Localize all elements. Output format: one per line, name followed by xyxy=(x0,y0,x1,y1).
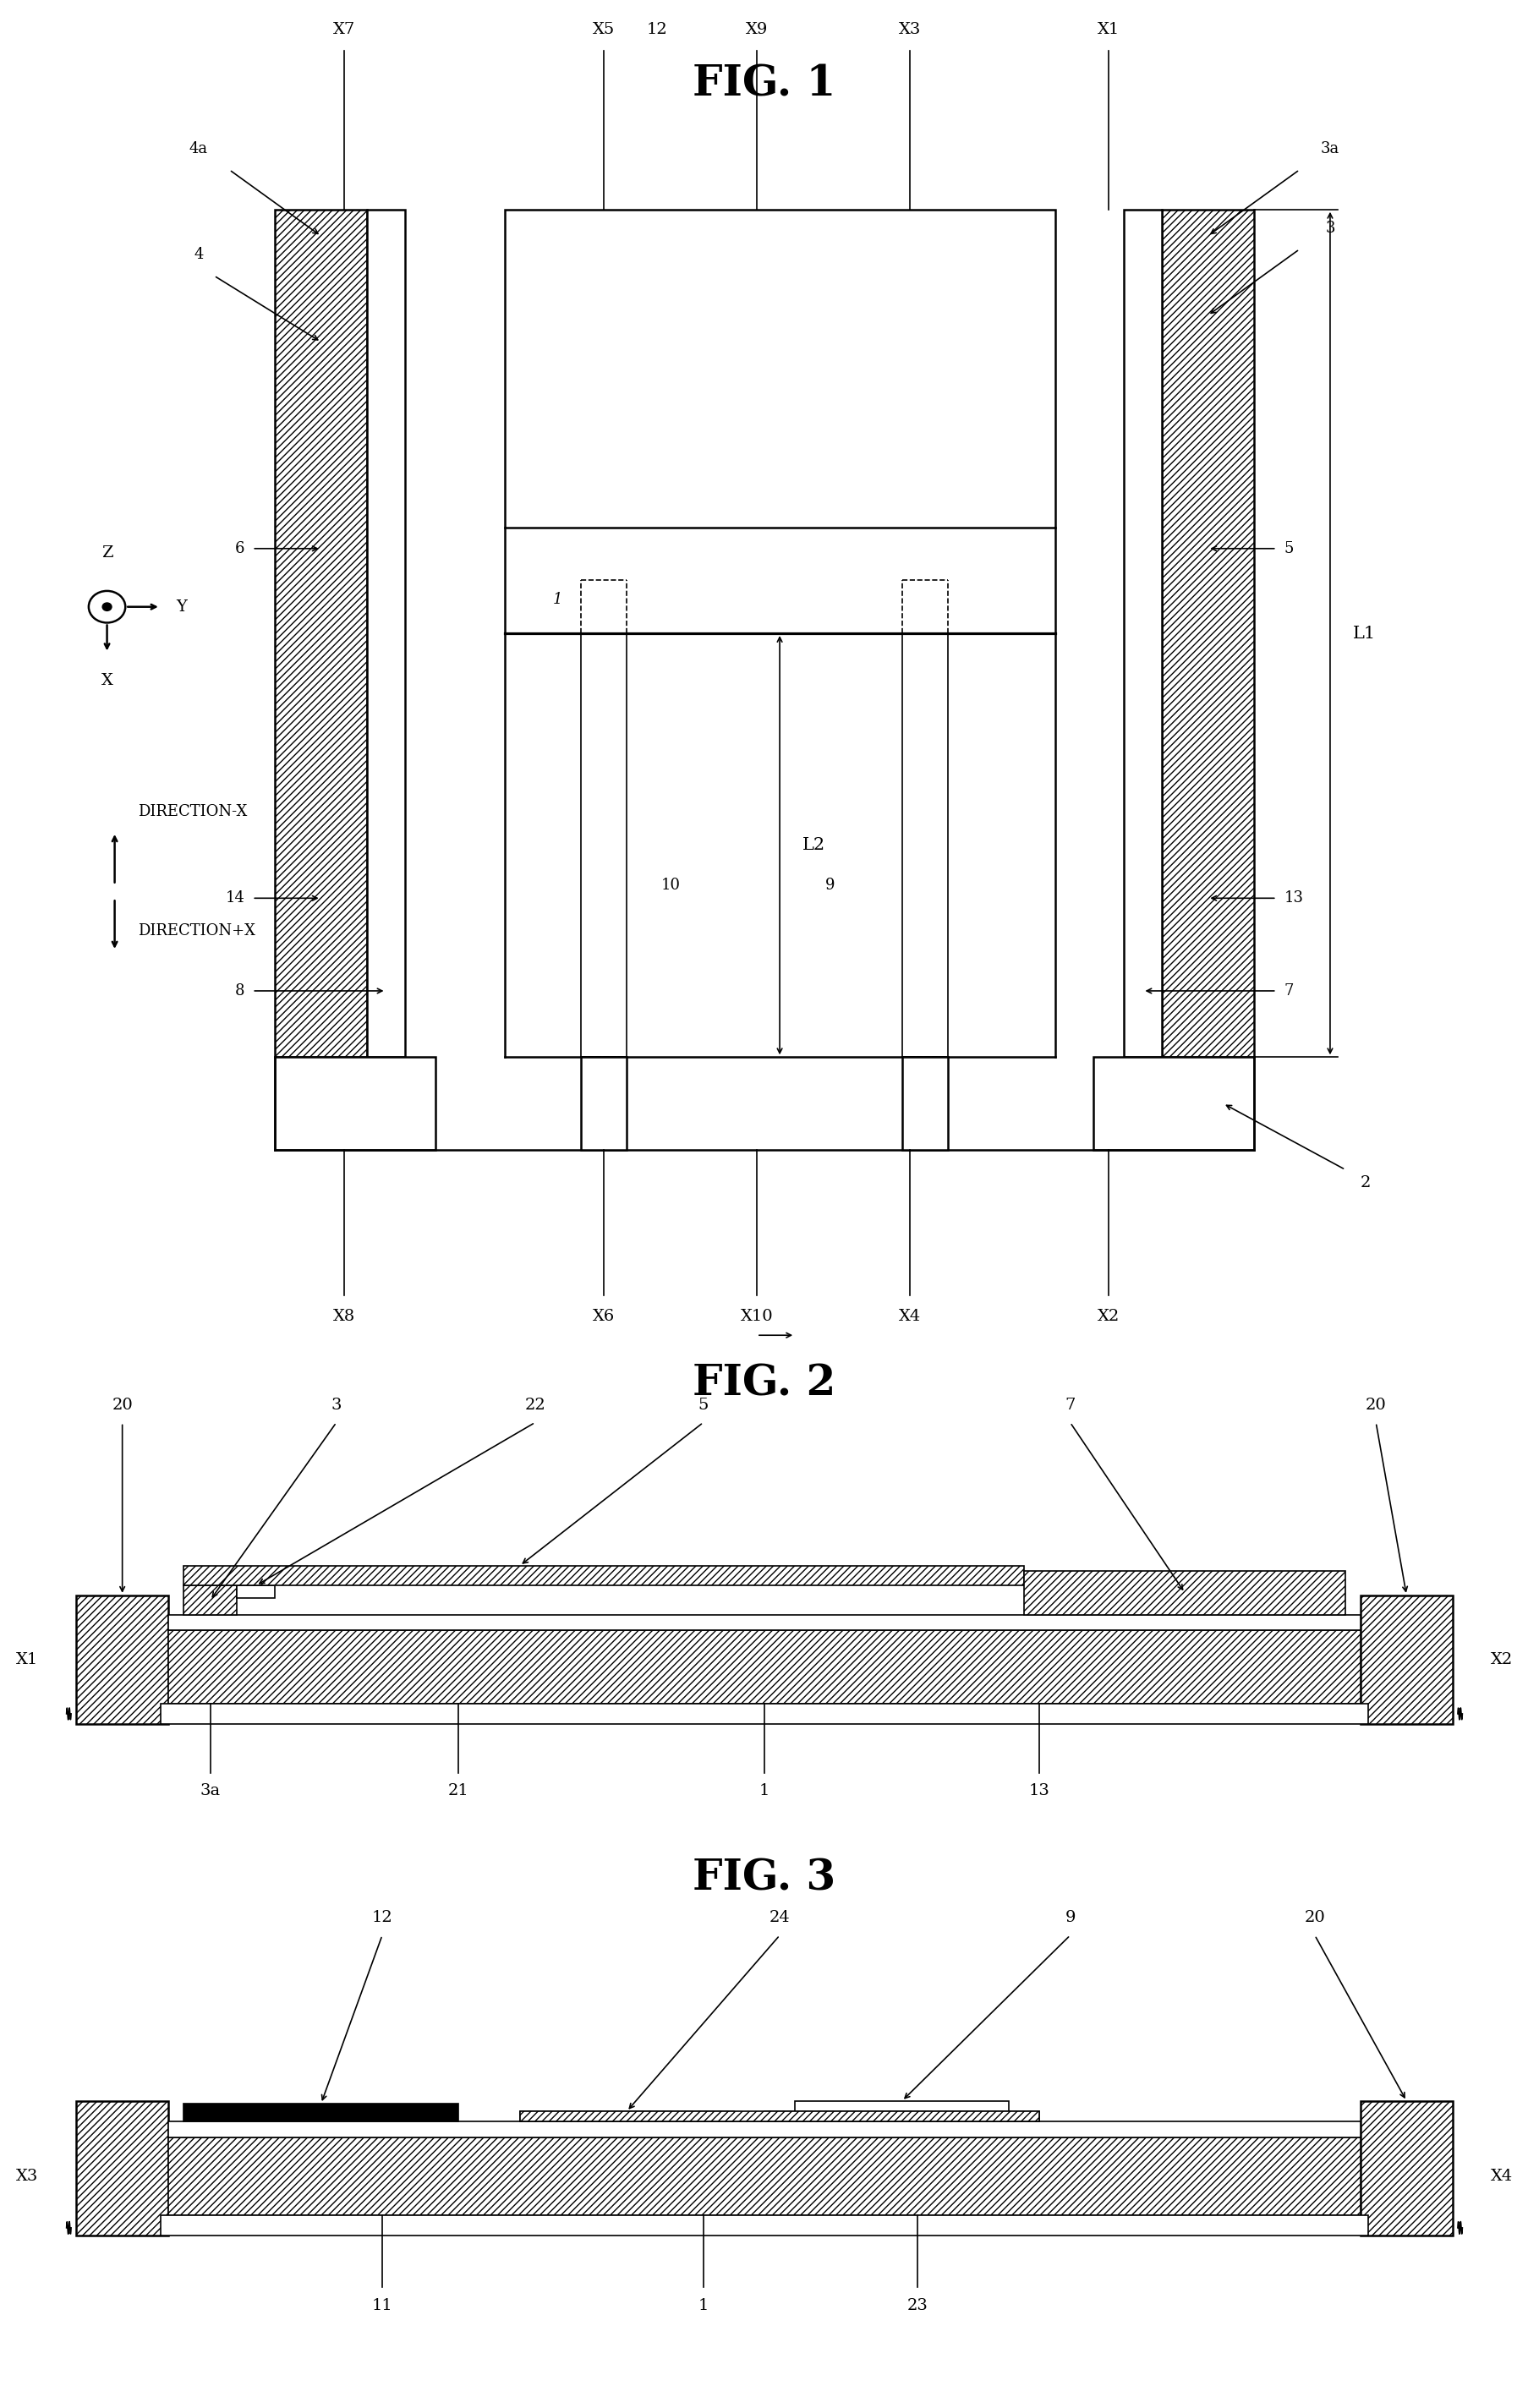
Text: 20: 20 xyxy=(1365,1397,1386,1413)
Text: X2: X2 xyxy=(1097,1310,1118,1324)
Text: X4: X4 xyxy=(1490,2170,1513,2184)
Bar xyxy=(76,1597,168,1724)
Text: 12: 12 xyxy=(646,22,668,39)
Text: X8: X8 xyxy=(333,1310,354,1324)
Text: 3a: 3a xyxy=(1320,142,1339,157)
Text: 6: 6 xyxy=(235,542,244,556)
Text: 12: 12 xyxy=(371,1910,393,1924)
Text: X4: X4 xyxy=(898,1310,920,1324)
Text: Z: Z xyxy=(101,544,113,561)
Text: 13: 13 xyxy=(1028,1782,1050,1799)
Text: 1: 1 xyxy=(553,592,562,607)
Bar xyxy=(237,1584,275,1599)
Text: 4: 4 xyxy=(194,248,203,262)
Text: FIG. 1: FIG. 1 xyxy=(692,63,836,106)
Bar xyxy=(504,209,1054,527)
Text: 3: 3 xyxy=(1325,222,1334,236)
Text: 5: 5 xyxy=(698,1397,707,1413)
Bar xyxy=(764,2112,1039,2121)
Text: X9: X9 xyxy=(746,22,767,39)
Bar xyxy=(581,1057,626,1149)
Circle shape xyxy=(102,602,112,612)
Text: L1: L1 xyxy=(1352,626,1375,641)
Bar xyxy=(183,1565,1024,1584)
Text: 8: 8 xyxy=(235,982,244,999)
Bar xyxy=(367,209,405,1057)
Text: 9: 9 xyxy=(1065,1910,1074,1924)
Bar xyxy=(795,2100,1008,2112)
Text: 10: 10 xyxy=(660,877,680,893)
Bar xyxy=(183,1584,237,1616)
Text: 7: 7 xyxy=(1065,1397,1074,1413)
Text: 20: 20 xyxy=(112,1397,133,1413)
Text: 3a: 3a xyxy=(200,1782,220,1799)
Bar xyxy=(1360,2100,1452,2235)
Bar xyxy=(520,2112,1039,2121)
Bar xyxy=(76,2100,168,2235)
Text: 5: 5 xyxy=(1284,542,1293,556)
Text: X3: X3 xyxy=(898,22,920,39)
Text: DIRECTION+X: DIRECTION+X xyxy=(138,925,255,939)
Text: X5: X5 xyxy=(593,22,614,39)
Text: DIRECTION-X: DIRECTION-X xyxy=(138,804,248,819)
Text: 4a: 4a xyxy=(189,142,208,157)
Text: X1: X1 xyxy=(1097,22,1118,39)
Bar xyxy=(1093,1057,1253,1149)
Text: 22: 22 xyxy=(524,1397,545,1413)
Text: X6: X6 xyxy=(593,1310,614,1324)
Bar xyxy=(168,2121,1360,2138)
Text: 11: 11 xyxy=(371,2297,393,2314)
Text: Y: Y xyxy=(176,600,186,614)
Text: 3: 3 xyxy=(332,1397,341,1413)
Bar xyxy=(160,1705,1368,1724)
Text: X7: X7 xyxy=(333,22,354,39)
Text: FIG. 2: FIG. 2 xyxy=(692,1363,836,1404)
Text: 1: 1 xyxy=(759,1782,769,1799)
Text: 24: 24 xyxy=(769,1910,790,1924)
Bar xyxy=(168,2138,1360,2215)
Text: 1: 1 xyxy=(698,2297,707,2314)
Bar xyxy=(183,2105,458,2121)
Text: 7: 7 xyxy=(1284,982,1293,999)
Bar xyxy=(168,1616,1360,1630)
Text: 20: 20 xyxy=(1303,1910,1325,1924)
Text: 21: 21 xyxy=(448,1782,469,1799)
Text: 14: 14 xyxy=(225,891,244,905)
Bar xyxy=(1024,1570,1345,1616)
Text: X1: X1 xyxy=(15,1652,38,1666)
Text: X2: X2 xyxy=(1490,1652,1513,1666)
Text: 13: 13 xyxy=(1284,891,1303,905)
Bar xyxy=(1360,1597,1452,1724)
Bar xyxy=(902,1057,947,1149)
Bar xyxy=(520,2112,733,2121)
Bar xyxy=(1161,209,1253,1057)
Bar xyxy=(168,1630,1360,1705)
Bar xyxy=(275,209,367,1057)
Text: 23: 23 xyxy=(906,2297,927,2314)
Text: X3: X3 xyxy=(15,2170,38,2184)
Bar xyxy=(1123,209,1161,1057)
Bar xyxy=(275,1057,435,1149)
Bar xyxy=(160,2215,1368,2235)
Text: X: X xyxy=(101,672,113,689)
Text: 9: 9 xyxy=(825,877,834,893)
Text: X10: X10 xyxy=(740,1310,773,1324)
Text: 2: 2 xyxy=(1360,1175,1371,1190)
Text: FIG. 3: FIG. 3 xyxy=(692,1857,836,1900)
Text: L2: L2 xyxy=(802,838,825,852)
